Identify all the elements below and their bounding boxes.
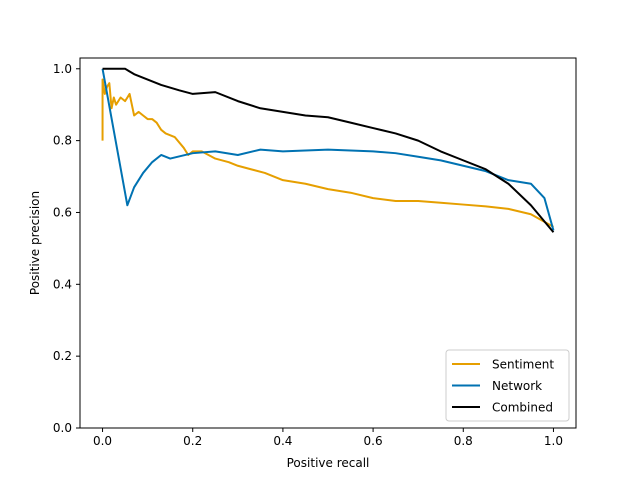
y-tick-label: 0.0	[53, 421, 72, 435]
y-tick-label: 0.2	[53, 349, 72, 363]
plot-area	[79, 57, 577, 429]
legend-box	[445, 349, 570, 422]
y-tick-label: 1.0	[53, 62, 72, 76]
x-tick-label: 0.2	[183, 434, 202, 448]
x-axis-label: Positive recall	[287, 456, 370, 470]
y-axis-label: Positive precision	[28, 191, 42, 295]
y-tick-label: 0.6	[53, 205, 72, 219]
x-tick-label: 0.0	[93, 434, 112, 448]
x-tick-label: 0.4	[273, 434, 292, 448]
legend-label-network: Network	[492, 379, 542, 393]
y-tick-label: 0.4	[53, 277, 72, 291]
legend: Sentiment Network Combined	[445, 349, 570, 422]
x-tick-label: 0.8	[454, 434, 473, 448]
plot-frame	[79, 57, 577, 429]
series-line-combined	[102, 67, 555, 233]
x-tick-label: 1.0	[544, 434, 563, 448]
legend-label-combined: Combined	[492, 401, 553, 415]
x-tick-label: 0.6	[364, 434, 383, 448]
series-line-sentiment	[101, 78, 554, 228]
y-tick-label: 0.8	[53, 134, 72, 148]
legend-label-sentiment: Sentiment	[492, 358, 554, 372]
